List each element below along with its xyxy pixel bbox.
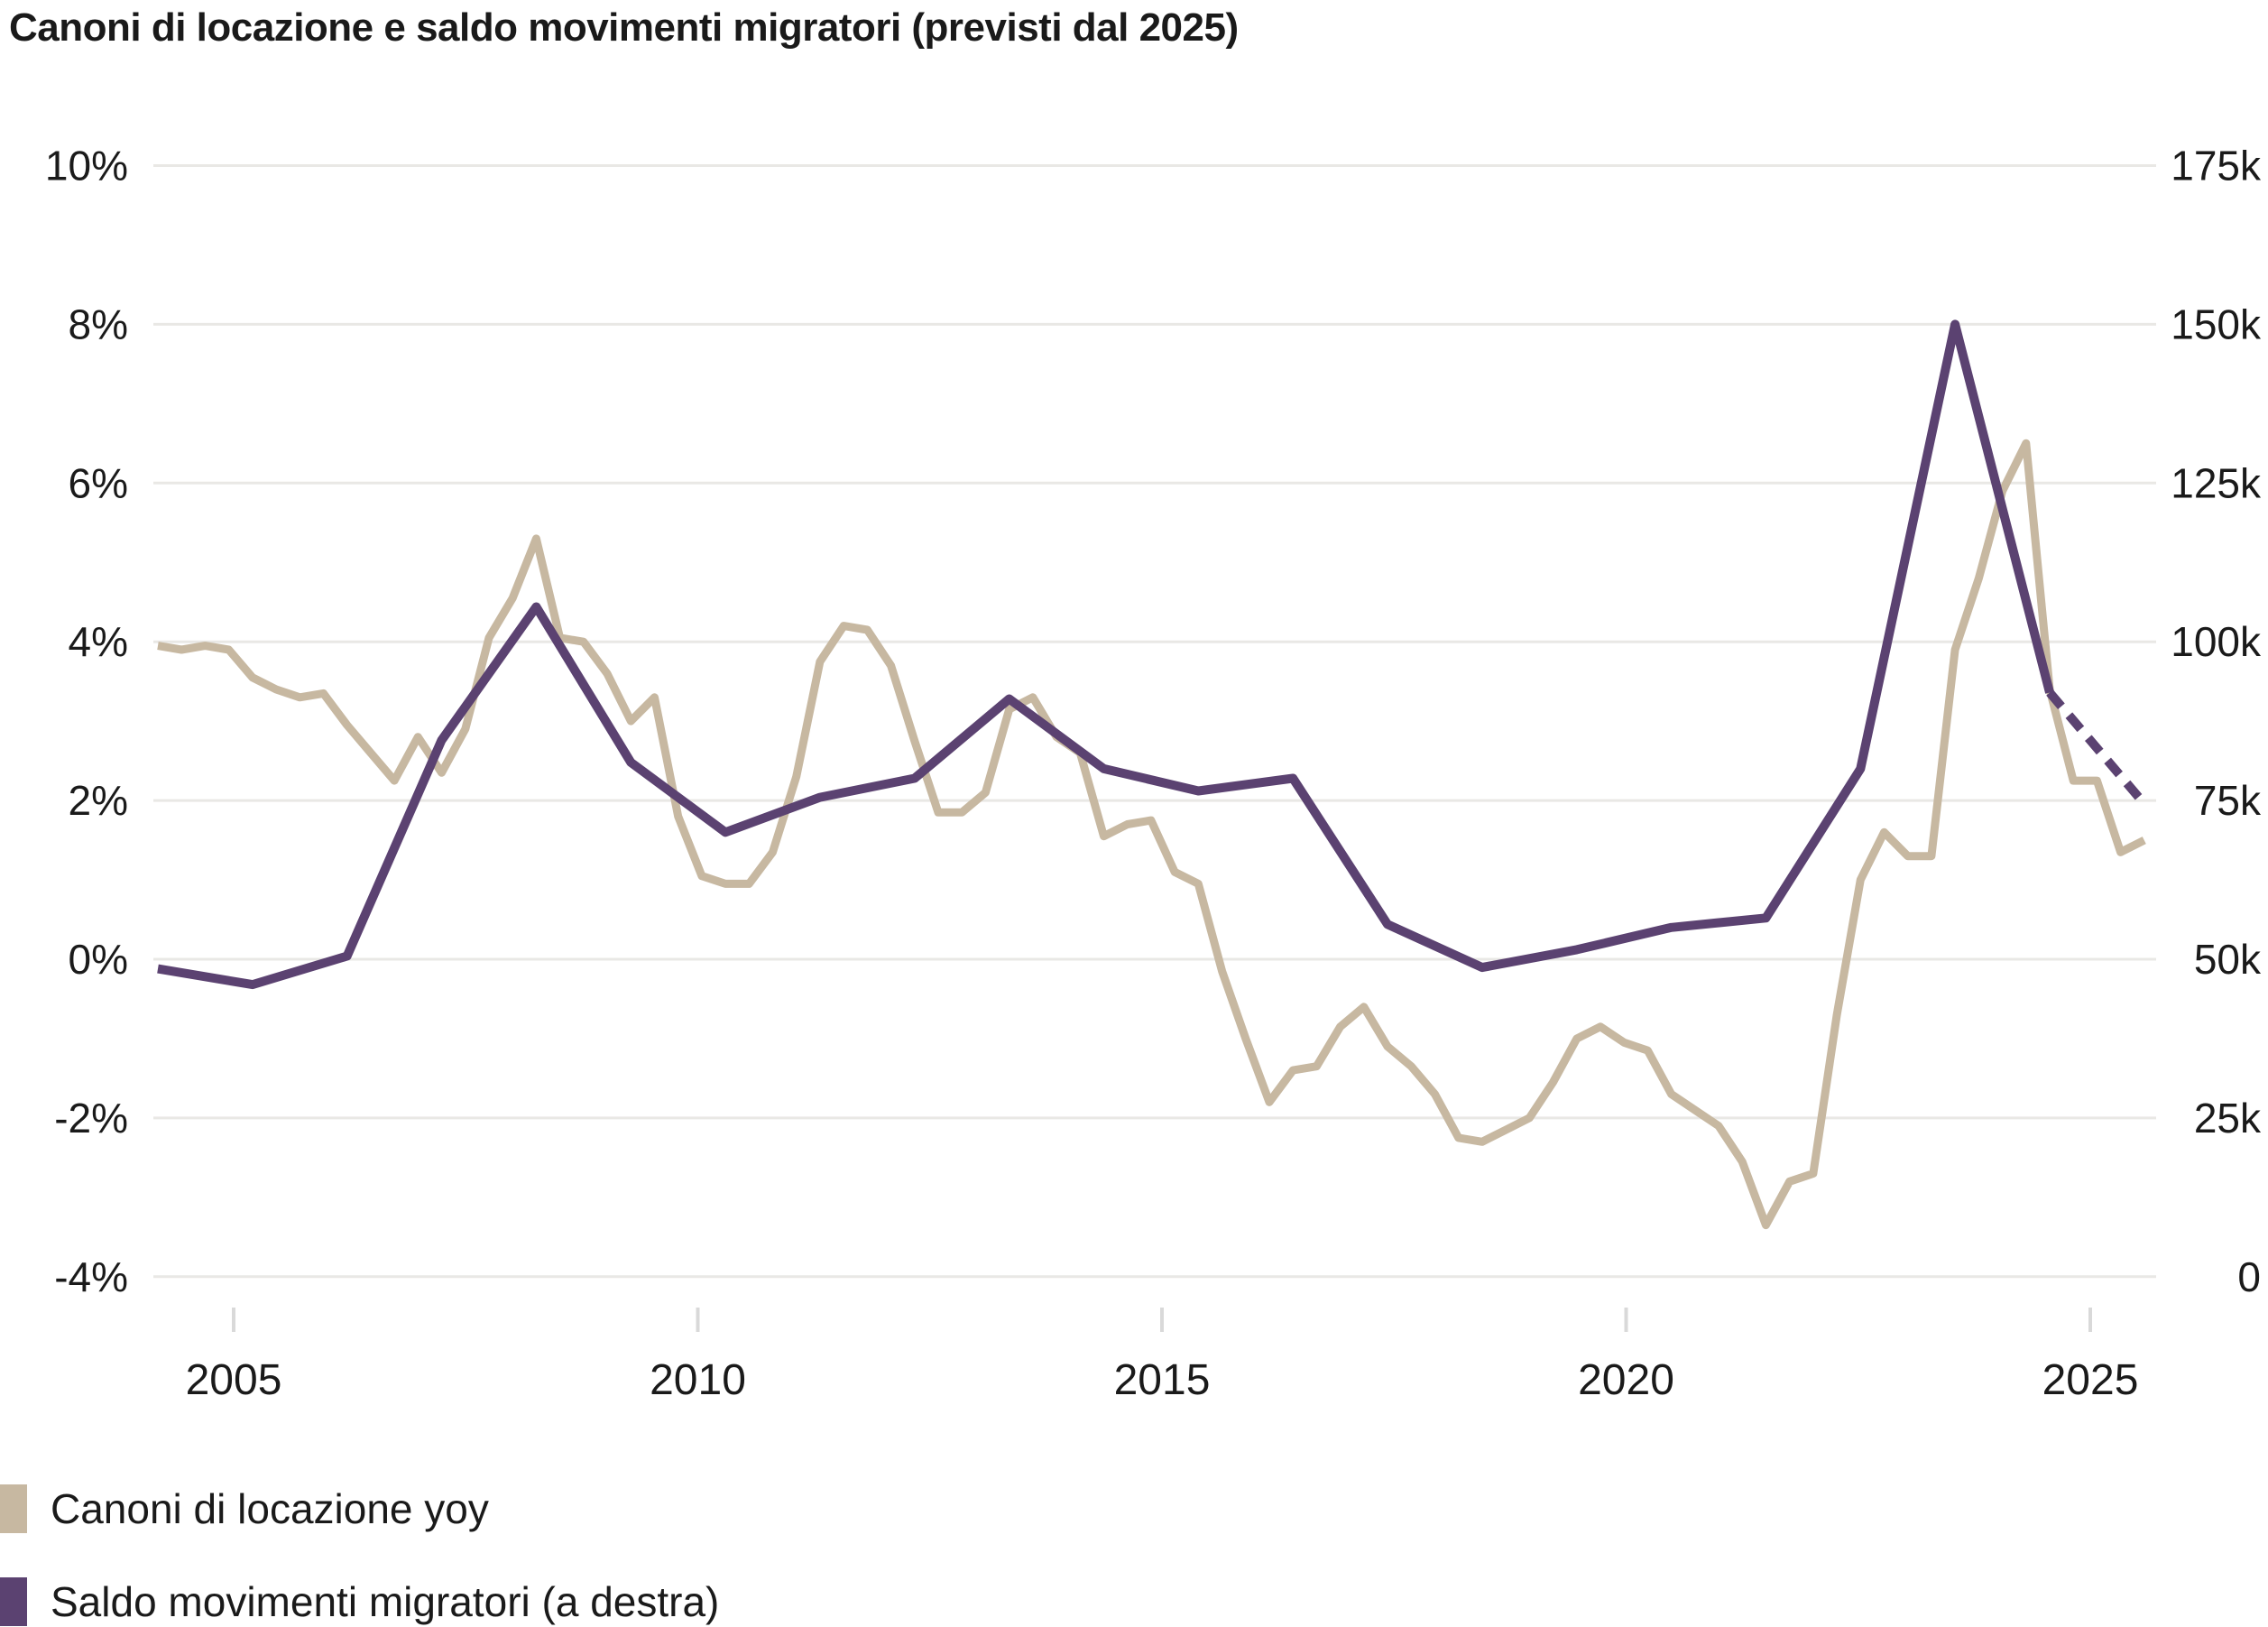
series-line-1	[157, 319, 2054, 990]
legend-swatch-rents	[0, 1484, 27, 1533]
right-axis-tick-label: 50k	[2194, 936, 2262, 983]
left-axis-tick-label: 6%	[69, 459, 128, 506]
left-axis-tick-label: 8%	[69, 300, 128, 347]
legend-swatch-migration	[0, 1577, 27, 1626]
right-axis-tick-label: 175k	[2171, 143, 2262, 190]
left-axis-tick-label: 10%	[45, 143, 128, 190]
legend-label-migration: Saldo movimenti migratori (a destra)	[51, 1578, 720, 1625]
x-axis-year-label: 2020	[1578, 1356, 1674, 1404]
x-axis-year-label: 2015	[1114, 1356, 1211, 1404]
x-axis-year-label: 2005	[186, 1356, 282, 1404]
series-line-0	[157, 439, 2146, 1230]
series-line-2-forecast	[2046, 689, 2148, 807]
x-axis-year-label: 2010	[650, 1356, 746, 1404]
right-axis-tick-label: 100k	[2171, 618, 2262, 665]
left-axis-tick-label: 0%	[69, 936, 128, 983]
right-axis-tick-label: 125k	[2171, 459, 2262, 506]
legend-item-rents: Canoni di locazione yoy	[0, 1484, 489, 1533]
right-axis-tick-label: 25k	[2194, 1095, 2262, 1142]
chart-title: Canoni di locazione e saldo movimenti mi…	[9, 5, 1239, 50]
right-axis-tick-label: 75k	[2194, 777, 2262, 824]
legend-label-rents: Canoni di locazione yoy	[51, 1485, 489, 1532]
legend-item-migration: Saldo movimenti migratori (a destra)	[0, 1577, 719, 1626]
right-axis-tick-label: 0	[2237, 1253, 2261, 1300]
left-axis-tick-label: -4%	[54, 1253, 128, 1300]
left-axis-tick-label: 2%	[69, 777, 128, 824]
left-axis-tick-label: 4%	[69, 618, 128, 665]
right-axis-tick-label: 150k	[2171, 300, 2262, 347]
left-axis-tick-label: -2%	[54, 1095, 128, 1142]
x-axis-year-label: 2025	[2042, 1356, 2139, 1404]
